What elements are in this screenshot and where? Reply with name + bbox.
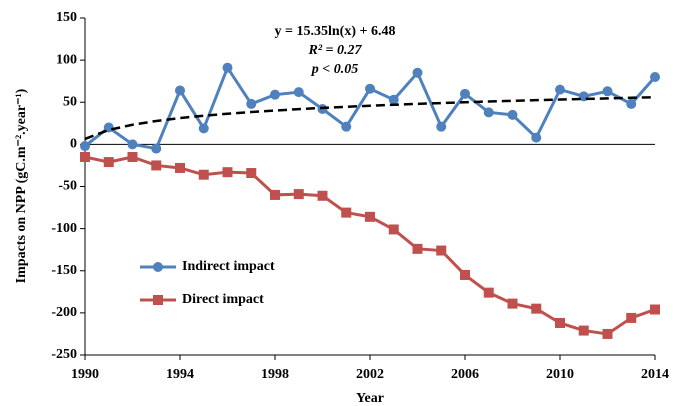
marker — [531, 303, 542, 314]
marker — [365, 211, 375, 222]
marker — [460, 88, 470, 99]
marker — [602, 328, 613, 339]
marker — [436, 245, 447, 256]
marker — [270, 89, 280, 100]
y-tick-label: 100 — [56, 52, 77, 67]
marker — [151, 143, 162, 154]
annotation: R² = 0.27 — [307, 43, 362, 58]
marker — [293, 87, 304, 98]
marker — [103, 122, 114, 133]
marker — [341, 121, 352, 132]
marker — [483, 287, 494, 298]
marker — [555, 317, 565, 328]
marker — [246, 98, 257, 109]
trend-line — [84, 96, 656, 141]
marker — [198, 123, 209, 134]
y-tick-label: 150 — [56, 10, 77, 25]
marker — [483, 107, 494, 118]
marker — [317, 190, 328, 201]
series-line — [84, 155, 656, 336]
x-axis-label: Year — [356, 391, 384, 406]
marker — [222, 167, 233, 178]
annotation: y = 15.35ln(x) + 6.48 — [275, 24, 396, 39]
legend-marker — [153, 295, 163, 305]
x-tick-label: 2002 — [356, 367, 384, 382]
y-tick-label: -150 — [51, 263, 77, 278]
marker — [246, 168, 257, 179]
marker — [650, 71, 660, 82]
marker — [80, 141, 90, 152]
x-tick-label: 1994 — [166, 367, 194, 382]
marker — [602, 86, 613, 97]
marker — [388, 224, 399, 235]
legend-marker — [153, 262, 163, 272]
marker — [198, 169, 209, 180]
annotation: p < 0.05 — [311, 62, 358, 77]
marker — [80, 152, 90, 163]
marker — [222, 62, 233, 73]
y-tick-label: -100 — [51, 221, 77, 236]
marker — [626, 312, 637, 323]
marker — [127, 139, 138, 150]
marker — [436, 121, 447, 132]
x-tick-label: 1998 — [261, 367, 289, 382]
y-tick-label: 0 — [70, 137, 77, 152]
x-tick-label: 2014 — [641, 367, 669, 382]
marker — [151, 160, 162, 171]
series-line — [84, 64, 657, 151]
marker — [103, 157, 114, 168]
x-tick-label: 2010 — [546, 367, 574, 382]
y-axis-label: Impacts on NPP (gC.m⁻².year⁻¹) — [14, 88, 29, 283]
marker — [175, 85, 185, 96]
marker — [578, 325, 589, 336]
marker — [341, 207, 352, 218]
marker — [293, 189, 304, 200]
marker — [460, 269, 470, 280]
marker — [555, 84, 565, 95]
y-tick-label: 50 — [63, 94, 77, 109]
marker — [650, 304, 660, 315]
marker — [365, 83, 375, 94]
marker — [507, 109, 518, 120]
x-tick-label: 2006 — [451, 367, 479, 382]
marker — [175, 162, 185, 173]
marker — [270, 189, 280, 200]
marker — [507, 298, 518, 309]
legend-label: Indirect impact — [182, 259, 275, 274]
marker — [626, 98, 637, 109]
y-tick-label: -250 — [51, 347, 77, 362]
marker — [412, 243, 423, 254]
y-tick-label: -50 — [58, 179, 77, 194]
marker — [127, 152, 138, 163]
marker — [388, 94, 399, 105]
marker — [412, 67, 423, 78]
marker — [531, 132, 542, 143]
x-tick-label: 1990 — [71, 367, 99, 382]
y-tick-label: -200 — [51, 305, 77, 320]
legend-label: Direct impact — [182, 292, 264, 307]
